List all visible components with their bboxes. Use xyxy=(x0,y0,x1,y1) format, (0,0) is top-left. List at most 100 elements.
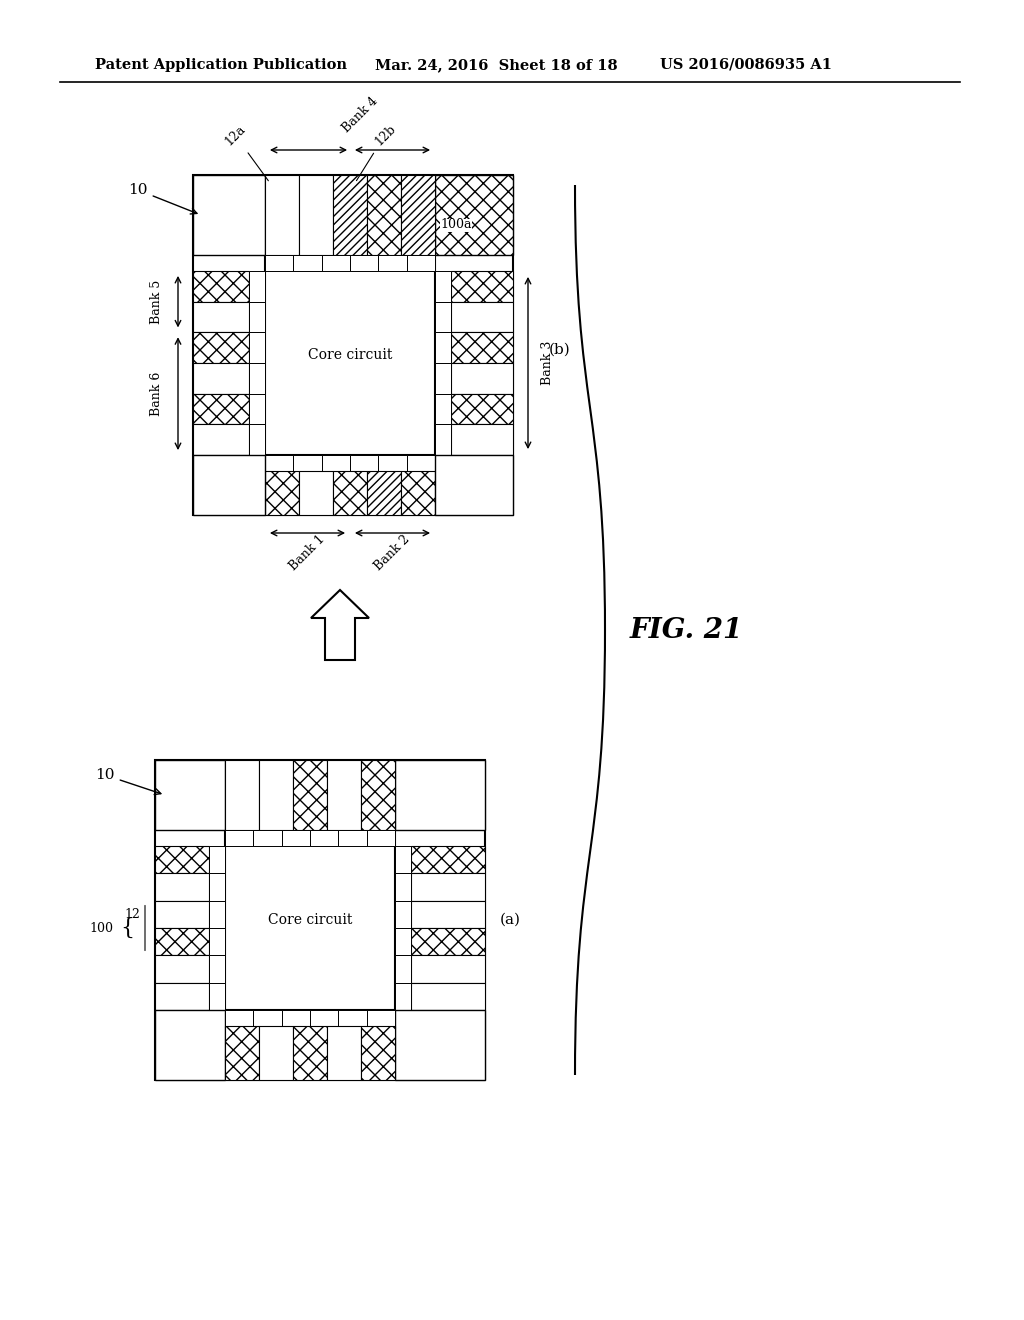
Bar xyxy=(193,333,249,363)
Bar xyxy=(350,255,378,271)
Bar xyxy=(451,363,513,393)
Bar xyxy=(155,1010,225,1080)
Bar xyxy=(209,846,225,874)
FancyArrow shape xyxy=(311,590,369,660)
Bar xyxy=(209,982,225,1010)
Text: US 2016/0086935 A1: US 2016/0086935 A1 xyxy=(660,58,831,73)
Bar xyxy=(193,271,249,302)
Bar xyxy=(378,255,407,271)
Bar xyxy=(451,271,513,302)
Text: Bank 6: Bank 6 xyxy=(150,371,163,416)
Bar xyxy=(395,928,411,956)
Text: 12: 12 xyxy=(124,908,140,921)
Bar xyxy=(411,956,485,982)
Text: {: { xyxy=(120,917,134,939)
Bar xyxy=(249,333,265,363)
Bar xyxy=(249,363,265,393)
Bar xyxy=(395,956,411,982)
Bar xyxy=(249,424,265,455)
Text: Core circuit: Core circuit xyxy=(268,913,352,927)
Bar xyxy=(225,1026,259,1080)
Text: 10: 10 xyxy=(95,768,161,795)
Bar xyxy=(209,928,225,956)
Bar xyxy=(265,455,293,471)
Bar xyxy=(209,874,225,900)
Text: (b): (b) xyxy=(549,343,570,356)
Bar xyxy=(435,302,451,333)
Bar xyxy=(395,874,411,900)
Bar xyxy=(293,255,322,271)
Bar xyxy=(193,363,249,393)
Bar xyxy=(155,874,209,900)
Bar xyxy=(435,424,451,455)
Text: Patent Application Publication: Patent Application Publication xyxy=(95,58,347,73)
Bar xyxy=(407,255,435,271)
Bar xyxy=(367,830,395,846)
Bar xyxy=(395,846,411,874)
Text: Bank 5: Bank 5 xyxy=(150,280,163,323)
Bar xyxy=(265,255,293,271)
Bar xyxy=(451,302,513,333)
Bar xyxy=(435,393,451,424)
Bar xyxy=(193,176,513,515)
Bar xyxy=(395,760,485,830)
Bar xyxy=(395,982,411,1010)
Bar xyxy=(299,471,333,515)
Bar xyxy=(193,176,265,255)
Bar xyxy=(435,333,451,363)
Bar xyxy=(333,176,367,255)
Bar xyxy=(367,1010,395,1026)
Bar xyxy=(249,271,265,302)
Bar xyxy=(310,1010,338,1026)
Bar xyxy=(265,255,435,455)
Text: Mar. 24, 2016  Sheet 18 of 18: Mar. 24, 2016 Sheet 18 of 18 xyxy=(375,58,617,73)
Bar xyxy=(350,455,378,471)
Bar xyxy=(401,176,435,255)
Bar xyxy=(155,982,209,1010)
Bar xyxy=(338,830,367,846)
Bar xyxy=(327,760,361,830)
Bar xyxy=(451,393,513,424)
Bar xyxy=(209,956,225,982)
Bar xyxy=(435,455,513,515)
Bar xyxy=(407,255,435,271)
Bar xyxy=(225,760,259,830)
Bar xyxy=(395,1010,485,1080)
Bar xyxy=(193,302,249,333)
Text: Bank 3: Bank 3 xyxy=(541,341,554,385)
Bar xyxy=(259,1026,293,1080)
Bar xyxy=(411,928,485,956)
Bar xyxy=(282,830,310,846)
Text: 12b: 12b xyxy=(356,121,398,181)
Bar xyxy=(322,455,350,471)
Bar xyxy=(411,900,485,928)
Bar xyxy=(395,900,411,928)
Bar xyxy=(367,176,401,255)
Text: 100a: 100a xyxy=(440,219,471,231)
Bar xyxy=(327,1026,361,1080)
Bar xyxy=(451,333,513,363)
Bar xyxy=(253,830,282,846)
Text: (a): (a) xyxy=(500,913,520,927)
Bar xyxy=(361,760,395,830)
Text: 10: 10 xyxy=(128,183,197,214)
Bar xyxy=(293,455,322,471)
Bar xyxy=(411,846,485,874)
Bar xyxy=(407,455,435,471)
Bar xyxy=(435,363,451,393)
Bar xyxy=(225,830,253,846)
Bar xyxy=(193,455,265,515)
Bar xyxy=(293,760,327,830)
Bar xyxy=(155,760,225,830)
Bar xyxy=(265,176,299,255)
Bar xyxy=(155,928,209,956)
Bar xyxy=(361,1026,395,1080)
Bar xyxy=(411,982,485,1010)
Bar xyxy=(367,471,401,515)
Bar xyxy=(193,393,249,424)
Bar xyxy=(282,1010,310,1026)
Bar xyxy=(299,176,333,255)
Bar xyxy=(193,424,249,455)
Bar xyxy=(249,302,265,333)
Bar xyxy=(322,255,350,271)
